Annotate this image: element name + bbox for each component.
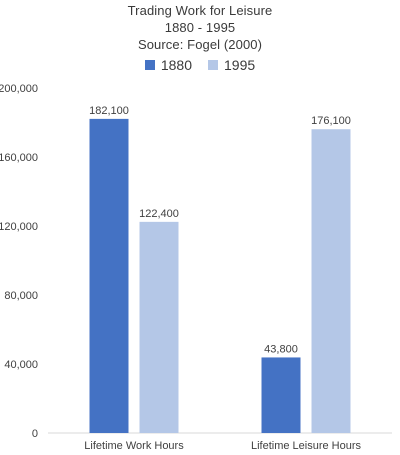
bar-1880-leisure (261, 357, 301, 433)
chart-title: Trading Work for Leisure (127, 3, 273, 18)
data-label: 182,100 (89, 105, 129, 117)
chart-subtitle-source: Source: Fogel (2000) (137, 37, 263, 52)
bar-1880-work (89, 118, 129, 433)
x-category-label: Lifetime Leisure Hours (251, 440, 362, 452)
data-label: 43,800 (264, 343, 298, 355)
legend-swatch-1880 (144, 60, 155, 70)
legend-label-1880: 1880 (160, 57, 192, 73)
bar-1995-work (139, 221, 179, 433)
bar-1995-leisure (311, 129, 351, 434)
y-tick-label: 120,000 (0, 221, 38, 233)
data-label: 122,400 (139, 208, 179, 220)
legend-item-1995: 1995 (208, 57, 255, 73)
y-tick-label: 40,000 (4, 359, 38, 371)
y-tick-label: 80,000 (4, 290, 38, 302)
legend-item-1880: 1880 (144, 57, 192, 73)
y-tick-label: 0 (32, 428, 38, 440)
legend-swatch-1995 (208, 60, 218, 70)
legend-label-1995: 1995 (224, 57, 256, 73)
chart-subtitle-years: 1880 - 1995 (164, 20, 236, 35)
y-tick-label: 160,000 (0, 152, 38, 164)
y-tick-label: 200,000 (0, 83, 38, 95)
data-label: 176,100 (311, 115, 351, 127)
x-category-label: Lifetime Work Hours (84, 440, 184, 452)
chart-legend: 1880 1995 (0, 57, 400, 73)
